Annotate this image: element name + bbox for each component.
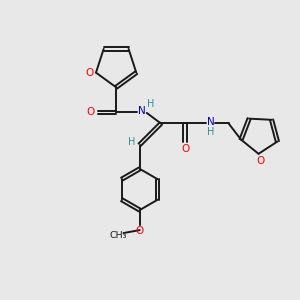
Text: H: H bbox=[128, 137, 135, 147]
Text: H: H bbox=[147, 99, 154, 110]
Text: O: O bbox=[136, 226, 144, 236]
Text: H: H bbox=[207, 127, 214, 137]
Text: N: N bbox=[207, 117, 215, 127]
Text: N: N bbox=[138, 106, 146, 116]
Text: O: O bbox=[256, 156, 264, 166]
Text: O: O bbox=[181, 144, 189, 154]
Text: O: O bbox=[86, 107, 94, 117]
Text: CH₃: CH₃ bbox=[110, 232, 127, 241]
Text: O: O bbox=[85, 68, 94, 78]
